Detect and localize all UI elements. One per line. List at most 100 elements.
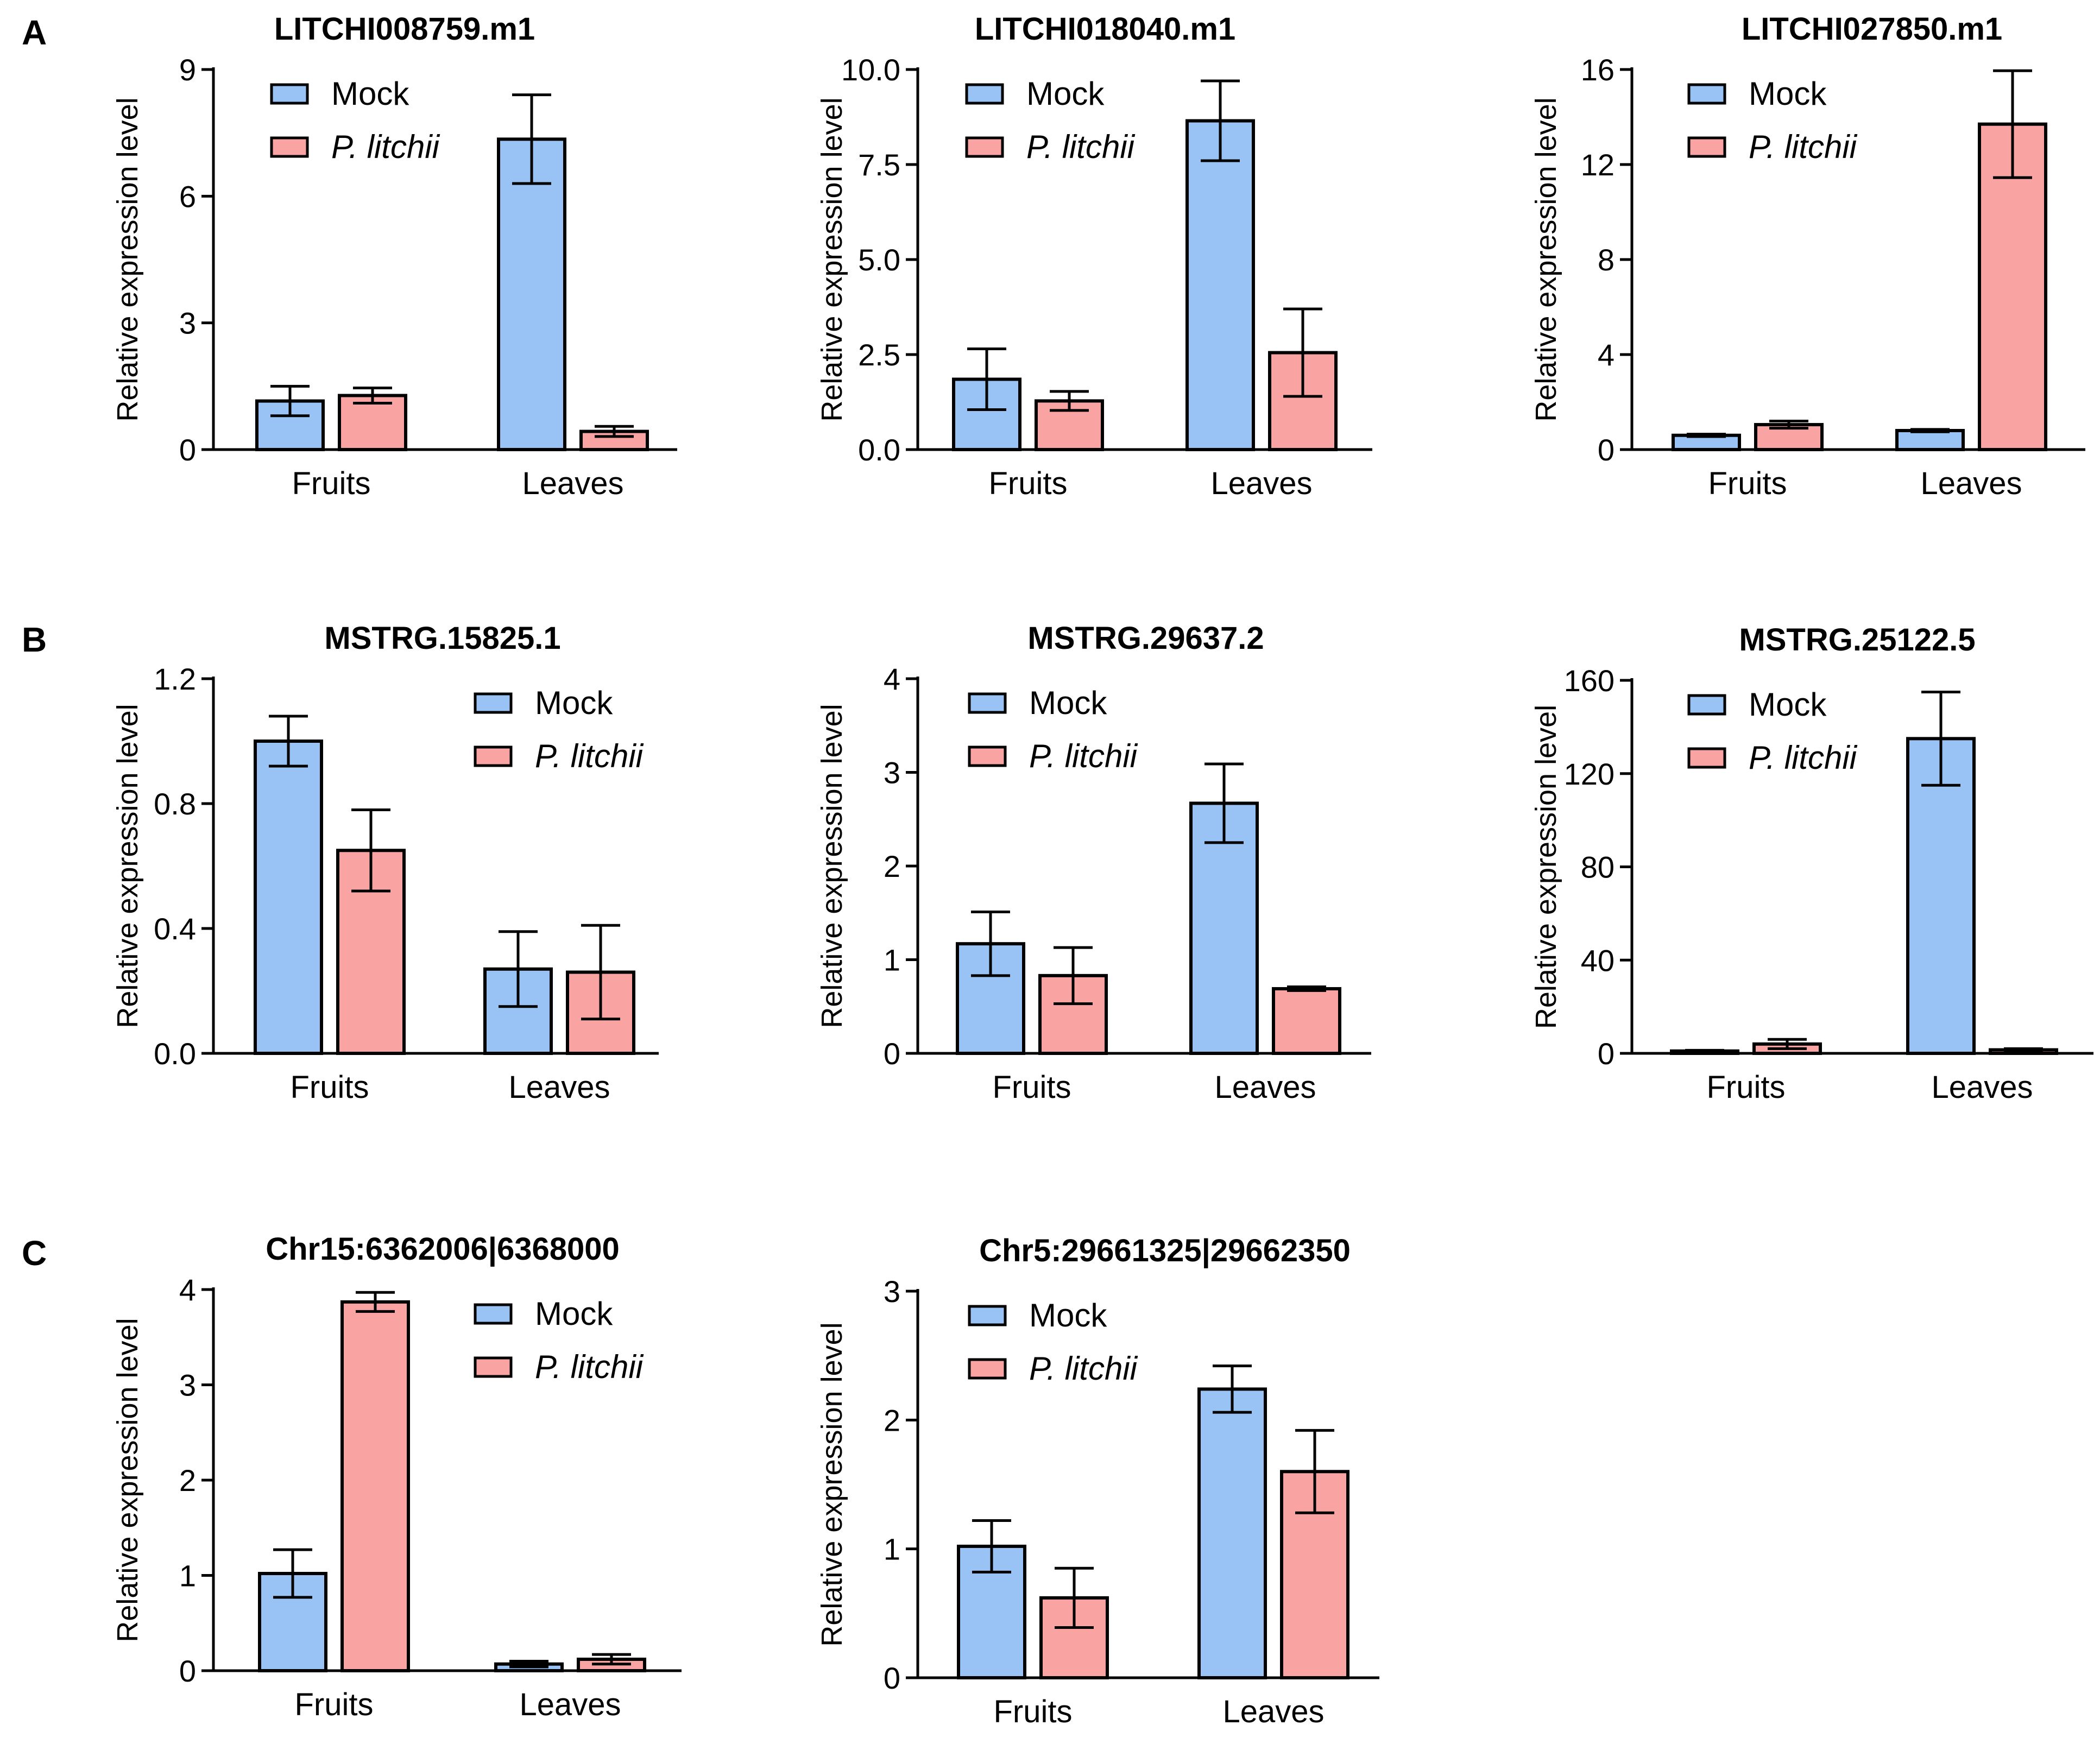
legend-label-mock: Mock (1749, 686, 1827, 723)
chart-title: Chr15:6362006|6368000 (266, 1231, 620, 1267)
y-tick-label: 4 (1598, 338, 1615, 372)
y-tick-label: 3 (884, 1274, 900, 1309)
y-axis-label: Relative expression level (816, 1322, 848, 1646)
y-tick-label: 3 (179, 1368, 196, 1402)
legend-label-mock: Mock (535, 685, 613, 721)
y-tick-label: 5.0 (858, 243, 900, 277)
legend-swatch-p-litchii (968, 1358, 1007, 1380)
legend-swatch-mock (1687, 83, 1726, 105)
x-category-label: Fruits (295, 1687, 374, 1722)
legend-label-p-litchii: P. litchii (1029, 1350, 1138, 1387)
bar-mock (497, 137, 566, 452)
x-category-label: Fruits (1708, 466, 1787, 501)
legend-label-p-litchii: P. litchii (535, 1349, 644, 1385)
legend-swatch-p-litchii (270, 136, 309, 158)
chart-3: LITCHI027850.m1 Relative expression level… (1530, 11, 2085, 501)
chart-1: LITCHI008759.m1 Relative expression level… (111, 11, 677, 501)
x-category-label: Leaves (522, 466, 623, 501)
bar-mock (1895, 429, 1965, 451)
legend-label-p-litchii: P. litchii (535, 738, 644, 774)
legend-swatch-p-litchii (1687, 747, 1726, 769)
y-tick-label: 2 (884, 849, 900, 883)
legend-swatch-mock (965, 83, 1004, 105)
y-tick-label: 9 (179, 53, 196, 87)
bar-p-litchii (1272, 987, 1341, 1055)
y-tick-label: 40 (1581, 943, 1615, 977)
legend-label-p-litchii: P. litchii (1026, 129, 1136, 165)
chart-7: Chr15:6362006|6368000 Relative expression… (111, 1231, 682, 1722)
chart-title: MSTRG.15825.1 (324, 621, 560, 656)
y-tick-label: 2.5 (858, 338, 900, 372)
bar-mock (1189, 801, 1259, 1056)
y-tick-label: 120 (1564, 757, 1615, 791)
bar-mock (1197, 1387, 1267, 1679)
y-tick-label: 12 (1581, 148, 1615, 182)
y-axis-label: Relative expression level (111, 97, 144, 421)
bar-mock (1185, 119, 1255, 451)
y-tick-label: 1 (884, 943, 900, 977)
legend-swatch-mock (474, 1303, 513, 1325)
y-tick-label: 0 (884, 1037, 900, 1071)
y-tick-label: 2 (884, 1403, 900, 1437)
legend-label-p-litchii: P. litchii (1029, 738, 1138, 774)
y-tick-label: 2 (179, 1463, 196, 1497)
y-tick-label: 10.0 (841, 53, 900, 87)
x-category-label: Leaves (1210, 466, 1312, 501)
y-tick-label: 0 (179, 1654, 196, 1688)
y-tick-label: 1 (884, 1532, 900, 1566)
legend-swatch-mock (968, 692, 1007, 714)
y-tick-label: 8 (1598, 243, 1615, 277)
y-axis-label: Relative expression level (816, 97, 848, 421)
y-tick-label: 160 (1564, 664, 1615, 698)
legend-swatch-mock (270, 83, 309, 105)
bar-p-litchii (340, 1300, 410, 1672)
panel-label-c: C (22, 1234, 47, 1273)
chart-title: MSTRG.25122.5 (1739, 622, 1975, 658)
y-tick-label: 6 (179, 179, 196, 213)
y-tick-label: 0.4 (154, 912, 196, 946)
x-category-label: Leaves (1214, 1070, 1316, 1105)
legend-swatch-mock (968, 1305, 1007, 1326)
x-category-label: Leaves (1931, 1070, 2033, 1105)
y-tick-label: 4 (179, 1273, 196, 1307)
chart-title: LITCHI008759.m1 (274, 11, 535, 47)
y-tick-label: 7.5 (858, 148, 900, 182)
chart-title: LITCHI018040.m1 (975, 11, 1235, 47)
legend-swatch-mock (1687, 694, 1726, 716)
y-tick-label: 80 (1581, 850, 1615, 884)
x-category-label: Fruits (993, 1070, 1071, 1105)
x-category-label: Fruits (1707, 1070, 1786, 1105)
panel-label-a: A (22, 13, 47, 52)
y-tick-label: 16 (1581, 53, 1615, 87)
y-axis-label: Relative expression level (1530, 97, 1562, 421)
chart-2: LITCHI018040.m1 Relative expression level… (816, 11, 1372, 501)
legend-swatch-mock (474, 692, 513, 714)
y-tick-label: 3 (884, 756, 900, 790)
legend-label-p-litchii: P. litchii (331, 129, 440, 165)
x-category-label: Fruits (994, 1694, 1073, 1729)
charts-group: LITCHI008759.m1 Relative expression level… (111, 11, 2093, 1729)
chart-8: Chr5:29661325|29662350 Relative expressio… (816, 1233, 1379, 1729)
y-axis-label: Relative expression level (816, 704, 848, 1028)
y-tick-label: 0.0 (154, 1037, 196, 1071)
legend-swatch-p-litchii (1687, 136, 1726, 158)
y-tick-label: 0 (179, 433, 196, 467)
legend-swatch-p-litchii (965, 136, 1004, 158)
y-tick-label: 4 (884, 662, 900, 696)
y-axis-label: Relative expression level (1530, 705, 1562, 1029)
bar-mock (254, 740, 323, 1055)
y-tick-label: 0 (884, 1661, 900, 1695)
legend-label-mock: Mock (1029, 685, 1107, 721)
x-category-label: Fruits (292, 466, 371, 501)
y-tick-label: 0.8 (154, 787, 196, 821)
legend-label-mock: Mock (1749, 75, 1827, 112)
x-category-label: Leaves (1222, 1694, 1324, 1729)
y-tick-label: 0 (1598, 1037, 1615, 1071)
x-category-label: Leaves (519, 1687, 621, 1722)
chart-4: MSTRG.15825.1 Relative expression level 0.… (111, 621, 659, 1105)
legend-label-p-litchii: P. litchii (1749, 129, 1858, 165)
legend-label-mock: Mock (1029, 1297, 1107, 1334)
legend-label-mock: Mock (1026, 75, 1105, 112)
y-tick-label: 1 (179, 1559, 196, 1593)
x-category-label: Fruits (291, 1070, 369, 1105)
